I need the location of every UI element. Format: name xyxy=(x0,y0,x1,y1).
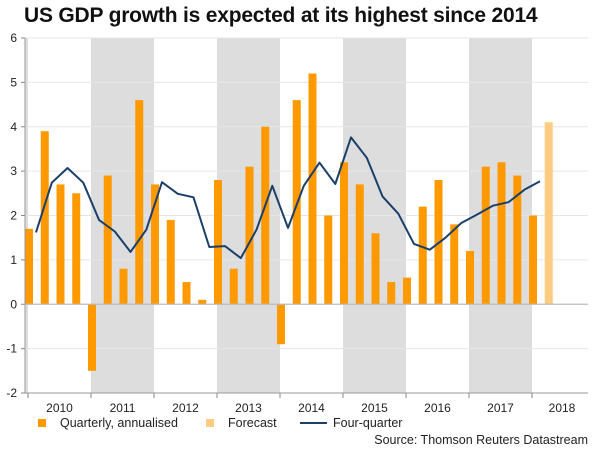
y-tick-label: 1 xyxy=(10,253,17,267)
bar-quarterly xyxy=(371,233,380,305)
bar-quarterly xyxy=(214,180,222,305)
bar-quarterly xyxy=(72,193,81,305)
x-tick-label: 2013 xyxy=(235,401,262,415)
axes xyxy=(21,37,588,398)
bar-quarterly xyxy=(355,184,364,305)
y-tick-label: 5 xyxy=(10,75,17,89)
bar-quarterly xyxy=(151,184,159,305)
legend-label-four-quarter: Four-quarter xyxy=(333,416,403,430)
legend-item-quarterly: Quarterly, annualised xyxy=(38,416,178,430)
x-tick-labels: 2010 2011 2012 2013 2014 2015 2016 2017 2018 xyxy=(46,401,576,415)
source-note: Source: Thomson Reuters Datastream xyxy=(374,433,588,447)
legend-label-quarterly: Quarterly, annualised xyxy=(60,416,178,430)
bar-quarterly xyxy=(418,206,427,305)
bar-quarterly xyxy=(40,131,49,305)
bar-quarterly xyxy=(466,251,474,305)
bar-quarterly xyxy=(513,175,522,305)
y-tick-label: 0 xyxy=(10,297,17,311)
x-tick-label: 2016 xyxy=(424,401,451,415)
legend-item-four-quarter: Four-quarter xyxy=(300,416,402,430)
bar-quarterly xyxy=(261,126,270,305)
chart-title: US GDP growth is expected at its highest… xyxy=(24,4,538,27)
four-quarter-line-group xyxy=(35,136,541,260)
x-tick-label: 2015 xyxy=(361,401,388,415)
bar-quarterly xyxy=(166,219,175,305)
bar-quarterly xyxy=(25,228,33,305)
y-tick-label: 6 xyxy=(10,31,17,45)
x-tick-label: 2017 xyxy=(487,401,514,415)
bar-quarterly xyxy=(229,268,238,305)
legend-swatch-quarterly xyxy=(38,419,46,427)
bar-quarterly xyxy=(119,268,128,305)
bar-quarterly xyxy=(481,166,490,305)
legend: Quarterly, annualised Forecast Four-quar… xyxy=(0,416,600,434)
bar-quarterly xyxy=(403,277,411,305)
y-tick-label: -1 xyxy=(6,342,17,356)
bar-forecast xyxy=(544,122,553,305)
gridlines xyxy=(25,37,588,350)
bar-quarterly xyxy=(387,282,396,305)
four-quarter-line xyxy=(35,136,541,260)
x-tick-label: 2014 xyxy=(298,401,325,415)
bar-quarterly xyxy=(88,304,96,371)
bar-quarterly xyxy=(497,162,506,305)
legend-label-forecast: Forecast xyxy=(228,416,277,430)
y-tick-label: 2 xyxy=(10,209,17,223)
bar-quarterly xyxy=(245,166,254,305)
y-tick-labels: -2 -1 0 1 2 3 4 5 6 xyxy=(6,31,17,400)
y-tick-label: 4 xyxy=(10,120,17,134)
legend-swatch-forecast xyxy=(206,419,214,427)
bar-quarterly xyxy=(340,162,348,305)
x-tick-label: 2018 xyxy=(549,401,576,415)
legend-swatch-four-quarter xyxy=(300,422,327,424)
bar-quarterly xyxy=(198,299,207,305)
x-tick-label: 2011 xyxy=(110,401,136,415)
bar-quarterly xyxy=(277,304,285,345)
y-tick-label: 3 xyxy=(10,164,17,178)
bar-quarterly xyxy=(103,175,112,305)
bar-quarterly xyxy=(135,100,144,305)
y-tick-label: -2 xyxy=(6,386,17,400)
bar-quarterly xyxy=(324,215,333,305)
x-tick-label: 2012 xyxy=(172,401,199,415)
bar-quarterly xyxy=(529,215,537,305)
legend-item-forecast: Forecast xyxy=(206,416,277,430)
bar-quarterly xyxy=(450,224,459,305)
bar-quarterly xyxy=(182,282,191,305)
x-tick-label: 2010 xyxy=(46,401,73,415)
bar-quarterly xyxy=(308,73,317,305)
bar-quarterly xyxy=(56,184,65,305)
